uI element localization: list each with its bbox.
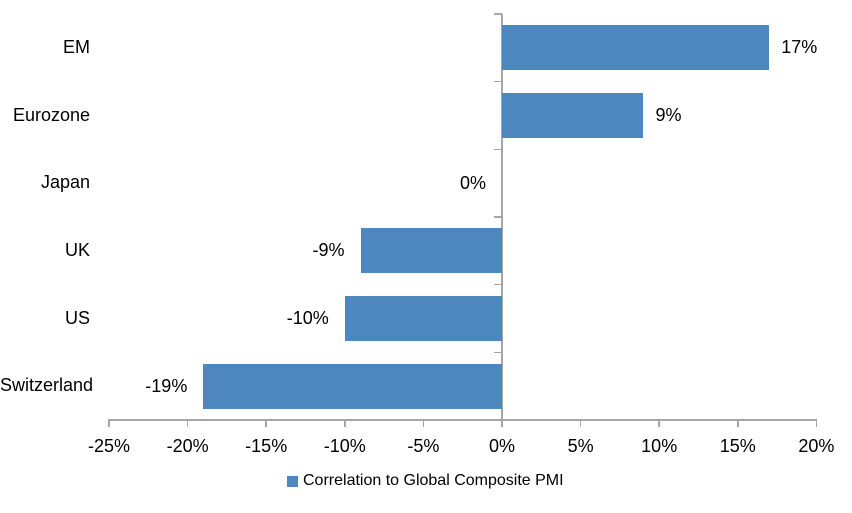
y-axis-tick bbox=[494, 283, 502, 286]
x-tick-label: -15% bbox=[245, 436, 288, 456]
x-tick-label: 0% bbox=[488, 436, 515, 456]
category-label: US bbox=[64, 307, 90, 328]
x-axis-tick bbox=[344, 420, 346, 427]
y-axis-tick bbox=[494, 216, 502, 218]
y-axis-tick bbox=[494, 13, 502, 15]
value-label: -10% bbox=[286, 308, 329, 328]
x-axis-tick bbox=[265, 420, 267, 427]
category-label: Japan bbox=[40, 172, 90, 193]
value-label: 17% bbox=[781, 37, 818, 58]
x-tick-label: 20% bbox=[798, 436, 835, 456]
bar-eurozone bbox=[502, 93, 644, 138]
x-tick-label: 15% bbox=[719, 436, 756, 456]
x-tick-label: -5% bbox=[407, 436, 440, 456]
category-label: Eurozone bbox=[12, 104, 90, 125]
x-tick-label: -10% bbox=[323, 436, 366, 456]
x-tick-label: -25% bbox=[87, 436, 131, 456]
x-tick-label: -20% bbox=[166, 436, 209, 456]
x-axis-line bbox=[108, 419, 818, 421]
value-label: 9% bbox=[655, 105, 682, 125]
category-label: EM bbox=[63, 37, 90, 57]
x-axis-tick bbox=[186, 420, 189, 427]
x-axis-tick bbox=[658, 420, 660, 427]
x-axis-tick bbox=[737, 420, 739, 427]
y-axis-line bbox=[501, 14, 503, 420]
bar-uk bbox=[360, 228, 502, 274]
bar-us bbox=[344, 296, 502, 341]
category-label: UK bbox=[64, 240, 90, 260]
x-axis-tick bbox=[422, 420, 425, 427]
bar-switzerland bbox=[203, 363, 502, 409]
value-label: -9% bbox=[312, 240, 345, 261]
y-axis-tick bbox=[494, 80, 502, 83]
x-axis-tick bbox=[501, 420, 503, 427]
value-label: 0% bbox=[459, 172, 486, 193]
x-tick-label: 5% bbox=[567, 436, 594, 456]
x-axis-tick bbox=[108, 420, 110, 427]
x-tick-label: 10% bbox=[641, 436, 678, 456]
y-axis-tick bbox=[494, 148, 502, 151]
bar-em bbox=[502, 25, 770, 71]
value-label: -19% bbox=[145, 375, 188, 396]
category-label: Switzerland bbox=[0, 375, 94, 396]
x-axis-tick bbox=[815, 420, 818, 427]
legend-swatch-icon bbox=[287, 475, 298, 487]
legend-label: Correlation to Global Composite PMI bbox=[303, 472, 564, 489]
legend: Correlation to Global Composite PMI bbox=[287, 469, 564, 493]
y-axis-tick bbox=[494, 351, 502, 354]
x-axis-tick bbox=[579, 420, 582, 427]
